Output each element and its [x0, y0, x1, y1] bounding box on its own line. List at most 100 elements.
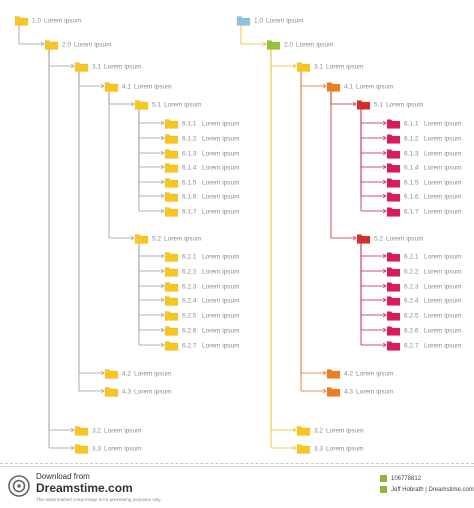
tree-node[interactable]: 6.1.1 Lorem ipsum — [164, 119, 240, 129]
folder-front — [387, 194, 400, 202]
tree-node[interactable]: 6.2.3 Lorem ipsum — [164, 282, 240, 292]
tree-node[interactable]: 6.2.1 Lorem ipsum — [386, 252, 462, 262]
node-label: Lorem ipsum — [326, 427, 364, 434]
watermark-note: This watermarked comp image is for previ… — [36, 497, 162, 502]
tree-node[interactable]: 6.2.4 Lorem ipsum — [164, 296, 240, 306]
node-number: 6.1.1 — [182, 120, 197, 127]
node-number: 6.1.5 — [182, 179, 197, 186]
node-label: Lorem ipsum — [356, 83, 394, 90]
connector-arrow-icon — [292, 427, 297, 433]
node-label: Lorem ipsum — [424, 150, 462, 157]
node-number: 3.1 — [314, 63, 323, 70]
connector-arrow-icon — [382, 268, 387, 274]
tree-node[interactable]: 6.1.4 Lorem ipsum — [386, 163, 462, 173]
node-label: Lorem ipsum — [104, 63, 142, 70]
tree-node[interactable]: 6.2.2 Lorem ipsum — [164, 267, 240, 277]
image-meta: 106778812 Jeff Hobrath | Dreamstime.com — [380, 473, 474, 495]
node-label: Lorem ipsum — [202, 179, 240, 186]
connector-arrow-icon — [160, 150, 165, 156]
tree-node[interactable]: 6.1.3 Lorem ipsum — [164, 149, 240, 159]
tree-node[interactable]: 5.2 Lorem ipsum — [134, 234, 202, 244]
folder-front — [237, 18, 250, 26]
tree-node[interactable]: 6.2.2 Lorem ipsum — [386, 267, 462, 277]
folder-front — [165, 254, 178, 262]
tree-node[interactable]: 4.1 Lorem ipsum — [326, 82, 394, 92]
folder-front — [75, 446, 88, 454]
author-row: Jeff Hobrath | Dreamstime.com — [380, 484, 474, 495]
tree-node[interactable]: 6.2.7 Lorem ipsum — [164, 341, 240, 351]
tree-node[interactable]: 6.1.5 Lorem ipsum — [386, 178, 462, 188]
connector-arrow-icon — [100, 83, 105, 89]
node-label: Lorem ipsum — [424, 193, 462, 200]
tree-node[interactable]: 6.2.1 Lorem ipsum — [164, 252, 240, 262]
node-label: Lorem ipsum — [202, 283, 240, 290]
tree-node[interactable]: 6.2.5 Lorem ipsum — [164, 311, 240, 321]
connector-arrow-icon — [130, 101, 135, 107]
tree-node[interactable]: 4.3 Lorem ipsum — [104, 387, 172, 397]
node-label: Lorem ipsum — [424, 268, 462, 275]
tree-node[interactable]: 6.2.6 Lorem ipsum — [386, 326, 462, 336]
connector-arrow-icon — [160, 179, 165, 185]
folder-front — [165, 194, 178, 202]
node-label: Lorem ipsum — [424, 135, 462, 142]
folder-front — [387, 313, 400, 321]
tree-node[interactable]: 3.1 Lorem ipsum — [296, 62, 364, 72]
tree-node[interactable]: 6.2.4 Lorem ipsum — [386, 296, 462, 306]
node-label: Lorem ipsum — [202, 120, 240, 127]
folder-front — [135, 102, 148, 110]
tree-node[interactable]: 6.2.3 Lorem ipsum — [386, 282, 462, 292]
tree-node[interactable]: 4.3 Lorem ipsum — [326, 387, 394, 397]
connector-arrow-icon — [160, 208, 165, 214]
tree-node[interactable]: 3.2 Lorem ipsum — [74, 426, 142, 436]
node-number: 6.2.6 — [182, 327, 197, 334]
node-number: 5.1 — [152, 101, 161, 108]
node-label: Lorem ipsum — [356, 388, 394, 395]
tree-node[interactable]: 6.1.6 Lorem ipsum — [164, 192, 240, 202]
tree-node[interactable]: 3.1 Lorem ipsum — [74, 62, 142, 72]
tree-node[interactable]: 5.1 Lorem ipsum — [356, 100, 424, 110]
tree-node[interactable]: 6.1.2 Lorem ipsum — [164, 134, 240, 144]
folder-front — [297, 428, 310, 436]
connector-arrow-icon — [70, 63, 75, 69]
tree-node[interactable]: 6.1.6 Lorem ipsum — [386, 192, 462, 202]
tree-node[interactable]: 6.1.5 Lorem ipsum — [164, 178, 240, 188]
node-number: 4.1 — [122, 83, 131, 90]
connector-arrow-icon — [382, 297, 387, 303]
tree-node[interactable]: 4.2 Lorem ipsum — [326, 369, 394, 379]
node-number: 6.1.7 — [182, 208, 197, 215]
tree-node[interactable]: 5.2 Lorem ipsum — [356, 234, 424, 244]
tree-node[interactable]: 6.2.7 Lorem ipsum — [386, 341, 462, 351]
folder-front — [387, 254, 400, 262]
connector-arrow-icon — [160, 193, 165, 199]
folder-front — [165, 298, 178, 306]
tree-panel-monochrome: 1.0 Lorem ipsum 2.0 Lorem ipsum 3.1 Lorem ips… — [14, 16, 240, 454]
tree-node[interactable]: 6.1.7 Lorem ipsum — [386, 207, 462, 217]
tree-node[interactable]: 1.0 Lorem ipsum — [236, 16, 304, 26]
connector-arrow-icon — [160, 342, 165, 348]
node-number: 6.2.1 — [182, 253, 197, 260]
tree-node[interactable]: 5.1 Lorem ipsum — [134, 100, 202, 110]
node-number: 6.2.1 — [404, 253, 419, 260]
tree-node[interactable]: 6.2.5 Lorem ipsum — [386, 311, 462, 321]
tree-node[interactable]: 6.1.1 Lorem ipsum — [386, 119, 462, 129]
tree-node[interactable]: 2.0 Lorem ipsum — [44, 40, 112, 50]
brand-name[interactable]: Dreamstime.com — [36, 481, 133, 495]
tree-node[interactable]: 6.2.6 Lorem ipsum — [164, 326, 240, 336]
tree-node[interactable]: 6.1.3 Lorem ipsum — [386, 149, 462, 159]
tree-node[interactable]: 6.1.4 Lorem ipsum — [164, 163, 240, 173]
tree-node[interactable]: 6.1.7 Lorem ipsum — [164, 207, 240, 217]
connector-arrow-icon — [160, 135, 165, 141]
tree-node[interactable]: 2.0 Lorem ipsum — [266, 40, 334, 50]
tree-node[interactable]: 1.0 Lorem ipsum — [14, 16, 82, 26]
folder-front — [387, 121, 400, 129]
tree-node[interactable]: 4.1 Lorem ipsum — [104, 82, 172, 92]
tree-node[interactable]: 3.2 Lorem ipsum — [296, 426, 364, 436]
connector-arrow-icon — [382, 253, 387, 259]
tree-node[interactable]: 3.3 Lorem ipsum — [74, 444, 142, 454]
tree-node[interactable]: 4.2 Lorem ipsum — [104, 369, 172, 379]
connector-arrow-icon — [292, 63, 297, 69]
tree-node[interactable]: 6.1.2 Lorem ipsum — [386, 134, 462, 144]
tree-node[interactable]: 3.3 Lorem ipsum — [296, 444, 364, 454]
node-label: Lorem ipsum — [202, 268, 240, 275]
